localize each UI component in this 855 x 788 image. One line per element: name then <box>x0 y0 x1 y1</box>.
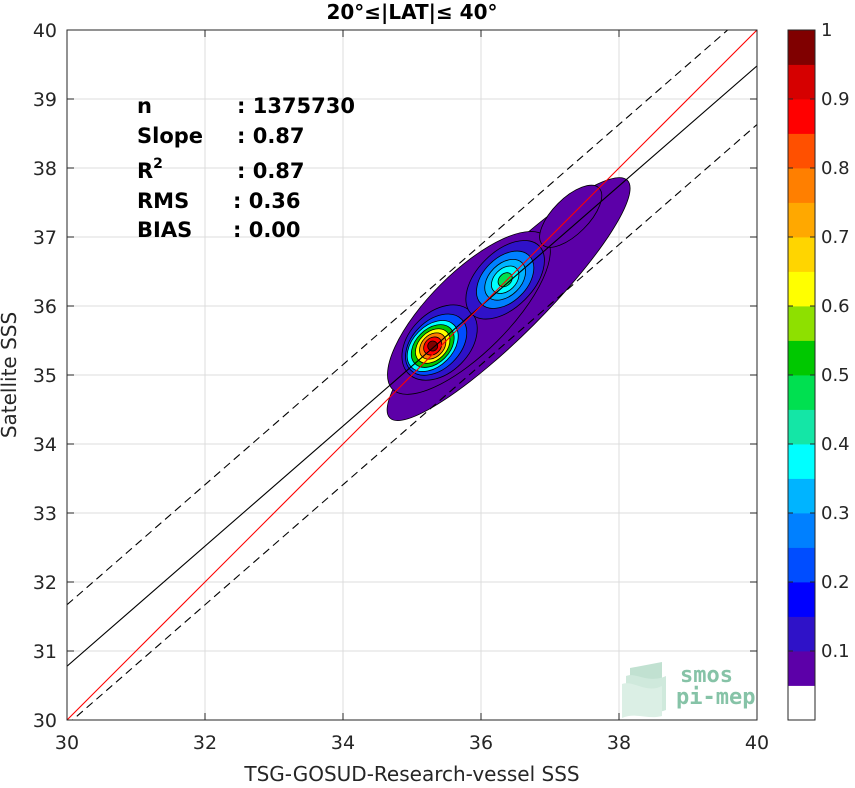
y-tick-label: 35 <box>33 365 57 387</box>
colorbar-tick-label: 0.1 <box>821 641 850 662</box>
colorbar-tick-label: 1 <box>821 20 832 41</box>
colorbar-tick-label: 0.9 <box>821 89 850 110</box>
stat-label: BIAS <box>137 218 192 242</box>
fit-line <box>67 65 757 667</box>
regression-lines <box>67 30 757 720</box>
stat-value: : 0.00 <box>233 218 301 242</box>
y-tick-label: 40 <box>33 20 57 42</box>
colorbar-swatch <box>788 375 815 410</box>
colorbar-swatch <box>788 133 815 169</box>
colorbar-tick-label: 0.6 <box>821 296 850 317</box>
fit-lower-band-line <box>71 124 757 720</box>
colorbar-swatch <box>788 202 815 238</box>
colorbar-swatch <box>788 547 815 583</box>
colorbar-tick-label: 0.5 <box>821 365 850 386</box>
y-axis-label: Satellite SSS <box>0 312 21 438</box>
logo-waves-icon <box>622 662 666 718</box>
y-tick-label: 37 <box>33 227 57 249</box>
y-tick-label: 31 <box>33 641 57 663</box>
stat-value: : 0.87 <box>237 124 305 148</box>
chart-title: 20°≤|LAT|≤ 40° <box>326 0 497 24</box>
x-tick-label: 40 <box>745 732 769 754</box>
stat-value: : 0.87 <box>237 159 305 183</box>
colorbar-swatch <box>788 237 815 272</box>
colorbar-tick-label: 0.3 <box>821 503 850 524</box>
colorbar-swatch <box>788 64 815 100</box>
colorbar-swatch <box>788 685 815 721</box>
identity-line <box>67 30 757 720</box>
stat-value: : 0.36 <box>233 189 301 213</box>
x-axis-label: TSG-GOSUD-Research-vessel SSS <box>243 762 579 784</box>
smos-pi-mep-logo: smos pi-mep <box>622 662 755 718</box>
stat-value: : 1375730 <box>237 94 355 118</box>
colorbar-swatch <box>788 651 815 686</box>
colorbar-tick-label: 0.4 <box>821 434 850 455</box>
y-tick-label: 34 <box>33 434 57 456</box>
colorbar-swatch <box>788 271 815 307</box>
y-tick-label: 36 <box>33 296 57 318</box>
stat-superscript: 2 <box>153 156 163 172</box>
colorbar: 0.1 0.2 0.3 0.4 0.5 0.6 0.7 0.8 0.9 1 <box>787 20 850 721</box>
fit-upper-band-line <box>67 30 729 606</box>
colorbar-swatch <box>788 409 815 445</box>
colorbar-swatch <box>788 306 815 341</box>
colorbar-tick-label: 0.7 <box>821 227 850 248</box>
grid <box>67 30 757 720</box>
axis-ticks: 30 32 34 36 38 40 30 31 32 33 34 35 36 37 38 39 40 <box>33 20 769 754</box>
x-tick-label: 34 <box>331 732 355 754</box>
colorbar-swatch <box>788 478 815 514</box>
y-tick-label: 38 <box>33 158 57 180</box>
stat-label: n <box>137 94 152 118</box>
colorbar-swatch <box>788 340 815 376</box>
x-tick-label: 32 <box>193 732 217 754</box>
x-tick-label: 30 <box>55 732 79 754</box>
colorbar-tick-label: 0.8 <box>821 158 850 179</box>
density-level-6-upper <box>497 272 513 288</box>
colorbar-swatch <box>788 582 815 617</box>
colorbar-swatch <box>788 30 815 65</box>
density-level-9 <box>427 340 439 352</box>
colorbar-swatch <box>788 616 815 652</box>
colorbar-swatch <box>788 99 815 134</box>
x-tick-label: 38 <box>607 732 631 754</box>
colorbar-swatch <box>788 513 815 548</box>
colorbar-swatch <box>788 444 815 479</box>
logo-line1: smos <box>680 663 733 688</box>
stat-label: Slope <box>137 124 203 148</box>
colorbar-tick-label: 0.2 <box>821 572 850 593</box>
y-tick-label: 32 <box>33 572 57 594</box>
y-tick-label: 30 <box>33 710 57 732</box>
colorbar-swatch <box>788 168 815 203</box>
stat-label: RMS <box>137 189 189 213</box>
logo-line2: pi-mep <box>676 685 755 710</box>
x-tick-label: 36 <box>469 732 493 754</box>
y-tick-label: 33 <box>33 503 57 525</box>
y-tick-label: 39 <box>33 89 57 111</box>
